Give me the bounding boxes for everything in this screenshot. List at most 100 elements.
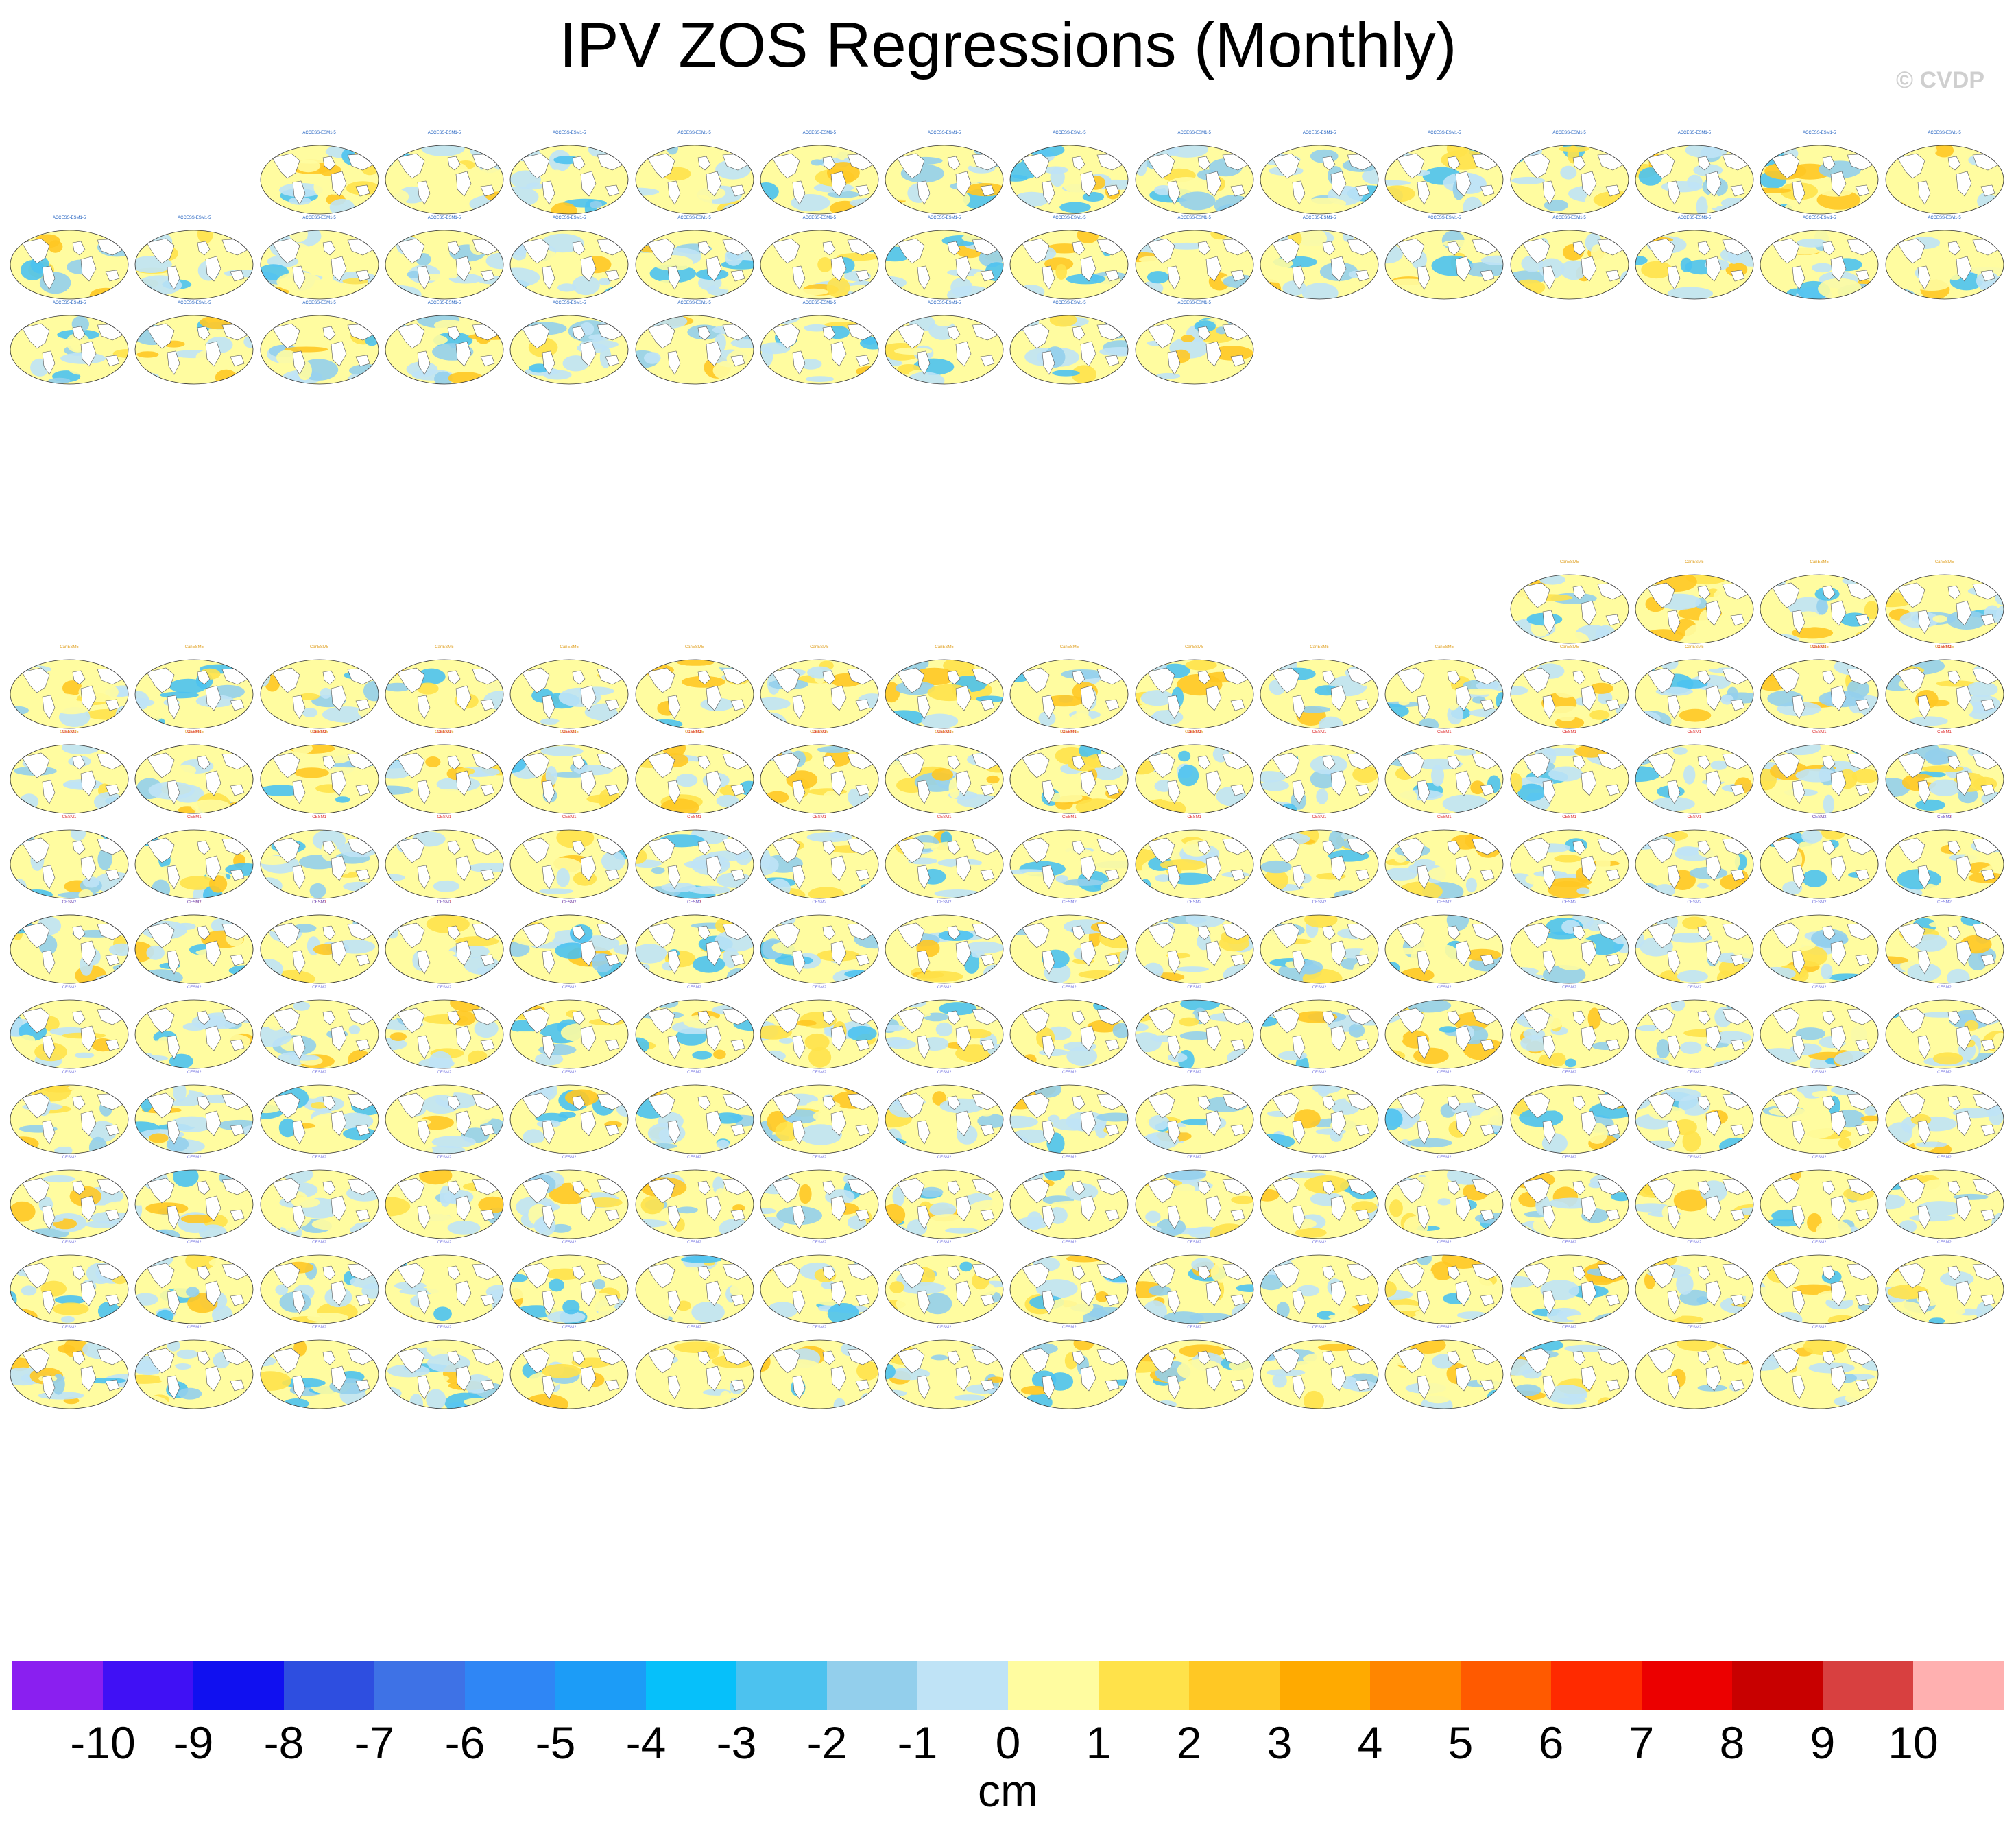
panel-title: ACCESS-ESM1-5 <box>553 301 586 305</box>
panel-title: CESM2 <box>1812 1326 1827 1330</box>
panel-title: ACCESS-ESM1-5 <box>1552 131 1586 135</box>
map-panel: ACCESS-ESM1-5 <box>385 300 504 385</box>
map-panel: CESM1 <box>1635 815 1754 899</box>
panel-title: CESM2 <box>62 1071 77 1075</box>
map-panel: CESM2 <box>1260 1070 1379 1154</box>
panel-title: CESM2 <box>687 1071 701 1075</box>
map-panel: CESM1 <box>509 815 629 899</box>
panel-title: ACCESS-ESM1-5 <box>52 301 86 305</box>
page-title: IPV ZOS Regressions (Monthly) <box>559 10 1457 80</box>
colorbar-tick-label: 7 <box>1629 1717 1655 1768</box>
panel-title: CESM2 <box>812 1071 827 1075</box>
panel-title: ACCESS-ESM1-5 <box>1928 216 1961 220</box>
panel-title: CESM2 <box>1187 1071 1202 1075</box>
panel-title: CESM1 <box>1312 730 1327 735</box>
panel-title: CanESM5 <box>1185 730 1204 735</box>
panel-title: CESM2 <box>62 1156 77 1160</box>
panel-title: ACCESS-ESM1-5 <box>1677 216 1712 220</box>
map-panel: CESM2 <box>885 1325 1004 1409</box>
panel-title: CESM2 <box>1687 986 1702 990</box>
panel-title: ACCESS-ESM1-5 <box>302 216 336 220</box>
panel-title: CESM2 <box>1187 1326 1202 1330</box>
map-panel: CESM1 <box>760 730 879 814</box>
map-panel: ACCESS-ESM1-5 <box>760 215 879 300</box>
map-panel: CESM2 <box>635 900 754 984</box>
map-panel: CESM2 <box>1885 1070 2004 1154</box>
map-panel: ACCESS-ESM1-5 <box>1009 215 1129 300</box>
panel-title: CESM1 <box>1312 815 1327 820</box>
panel-title: CESM2 <box>312 1326 326 1330</box>
map-panel: CESM2 <box>10 1325 129 1409</box>
colorbar-tick-label: 9 <box>1810 1717 1836 1768</box>
map-panel: CESM2 <box>1635 1070 1754 1154</box>
panel-title: CESM2 <box>937 1156 952 1160</box>
map-panel: CESM2 <box>1760 1155 1879 1239</box>
map-panel: CESM1 <box>1384 815 1504 899</box>
panel-title: ACCESS-ESM1-5 <box>1053 301 1086 305</box>
map-panel: CESM2 <box>1135 1155 1254 1239</box>
panel-title: CESM1 <box>1562 730 1576 735</box>
panel-title: CESM1 <box>312 900 326 905</box>
map-panel: CESM2 <box>509 1070 629 1154</box>
panel-title: CESM2 <box>1687 900 1702 905</box>
map-panel: ACCESS-ESM1-5 <box>635 300 754 385</box>
panel-title: CESM2 <box>1437 900 1452 905</box>
map-panel: CESM2 <box>260 900 379 984</box>
colorbar-tick-label: -6 <box>444 1717 485 1768</box>
map-panel: ACCESS-ESM1-5 <box>134 300 254 385</box>
panel-title: CESM2 <box>562 1156 577 1160</box>
map-panel: CESM2 <box>1760 900 1879 984</box>
map-panel: CESM2 <box>1009 985 1129 1069</box>
panel-title: ACCESS-ESM1-5 <box>427 301 461 305</box>
panel-title: CESM2 <box>312 1156 326 1160</box>
map-panel: CESM2 <box>10 985 129 1069</box>
panel-title: CESM2 <box>812 1241 827 1245</box>
map-panel: CESM2 <box>509 1240 629 1324</box>
map-panel: CESM1 <box>10 815 129 899</box>
map-panel: CESM1 <box>885 730 1004 814</box>
panel-title: CESM2 <box>1812 900 1827 905</box>
panel-title: CESM2 <box>1187 900 1202 905</box>
map-panel: CESM1 <box>1510 815 1629 899</box>
panel-title: CESM2 <box>437 986 452 990</box>
panel-title: ACCESS-ESM1-5 <box>1677 131 1712 135</box>
panel-title: CESM2 <box>312 986 326 990</box>
map-panel: ACCESS-ESM1-5 <box>1760 130 1879 215</box>
map-panel: CESM2 <box>885 900 1004 984</box>
panel-title: CESM1 <box>62 900 77 905</box>
panel-title: CESM1 <box>562 815 577 820</box>
map-panel: CESM2 <box>1510 1325 1629 1409</box>
colorbar-units: cm <box>978 1765 1038 1816</box>
panel-title: CESM2 <box>687 986 701 990</box>
map-panel: CanESM5 <box>635 645 754 729</box>
panel-title: CESM2 <box>437 1241 452 1245</box>
map-panel: CanESM5 <box>1009 645 1129 729</box>
panel-title: CanESM5 <box>184 730 204 735</box>
panel-title: CESM1 <box>312 730 326 735</box>
panel-title: CESM2 <box>1062 1156 1077 1160</box>
map-panel: CESM2 <box>10 1155 129 1239</box>
map-panel: CanESM5 <box>10 645 129 729</box>
panel-title: CESM2 <box>1187 1156 1202 1160</box>
map-panel: CESM2 <box>1384 1325 1504 1409</box>
map-panel: CESM2 <box>1384 900 1504 984</box>
panel-title: CESM2 <box>1687 1326 1702 1330</box>
panel-title: CESM2 <box>1562 1156 1576 1160</box>
colorbar-tick-label: 6 <box>1538 1717 1564 1768</box>
panel-title: CESM2 <box>437 1071 452 1075</box>
panel-title: CESM2 <box>1812 815 1827 820</box>
map-panel: ACCESS-ESM1-5 <box>1885 130 2004 215</box>
map-panel: CESM2 <box>10 900 129 984</box>
map-panel: CESM1 <box>509 730 629 814</box>
panel-title: CESM1 <box>1937 645 1952 649</box>
panel-title: CESM2 <box>1562 986 1576 990</box>
panel-title: CESM2 <box>1062 1071 1077 1075</box>
colorbar-swatch <box>1008 1661 1099 1710</box>
panel-title: CESM2 <box>812 986 827 990</box>
panel-title: CESM2 <box>1437 986 1452 990</box>
panel-title: ACCESS-ESM1-5 <box>427 131 461 135</box>
map-panel: CESM2 <box>10 1070 129 1154</box>
panel-title: CESM1 <box>562 730 577 735</box>
panel-title: CESM1 <box>812 730 827 735</box>
map-panel: ACCESS-ESM1-5 <box>509 130 629 215</box>
